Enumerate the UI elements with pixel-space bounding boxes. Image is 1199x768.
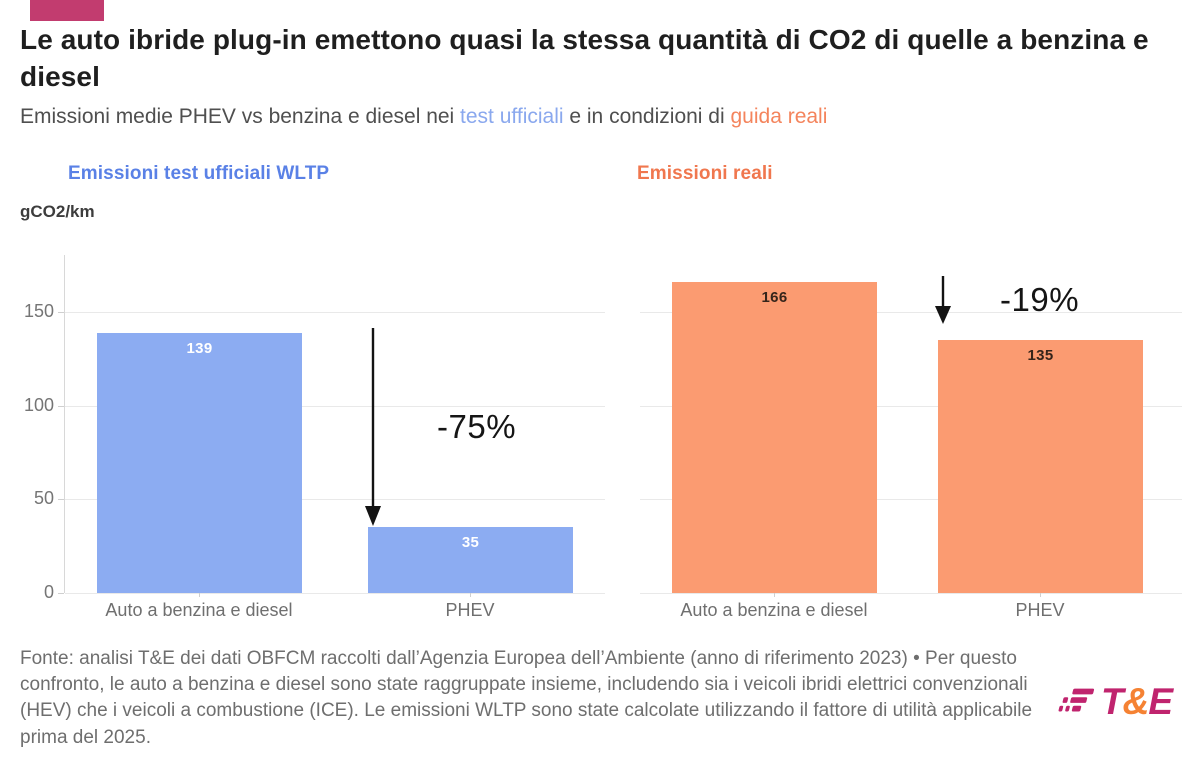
y-axis-tick [58, 499, 64, 501]
chart-subtitle: Emissioni medie PHEV vs benzina e diesel… [20, 105, 1180, 129]
bar-reali-phev: 135 [938, 340, 1143, 593]
speed-lines-icon [1058, 688, 1095, 712]
gridline [65, 499, 605, 501]
chart-title: Le auto ibride plug-in emettono quasi la… [20, 24, 1149, 93]
y-tick-label: 0 [43, 582, 54, 602]
subtitle-official-highlight: test ufficiali [460, 105, 564, 128]
subtitle-text: e in condizioni di [563, 105, 731, 128]
bar-value-label: 139 [186, 339, 213, 357]
x-axis-tick [774, 593, 775, 597]
bar-reali-benzina-diesel: 166 [672, 282, 877, 593]
category-label: Auto a benzina e diesel [105, 600, 293, 620]
y-tick-label: 150 [23, 301, 54, 322]
bar-value-label: 135 [1027, 347, 1054, 365]
gridline [65, 593, 605, 594]
category-label: Auto a benzina e diesel [680, 600, 868, 620]
panel-title-wltp: Emissioni test ufficiali WLTP [68, 163, 330, 184]
y-axis-tick [58, 593, 64, 594]
x-axis-tick [470, 593, 471, 597]
subtitle-text: Emissioni medie PHEV vs benzina e diesel… [20, 105, 461, 128]
logo-letter-e: E [1148, 680, 1173, 722]
bar-value-label: 35 [461, 534, 480, 552]
x-axis-tick [199, 593, 200, 597]
kicker-bar [30, 0, 104, 21]
gridline [65, 312, 605, 314]
percent-change-label-reali: -19% [1000, 281, 1080, 318]
bar-wltp-benzina-diesel: 139 [97, 332, 302, 593]
y-axis-tick [58, 405, 64, 407]
decrease-arrow-icon [365, 328, 381, 526]
y-tick-label: 100 [23, 394, 54, 415]
bar-wltp-phev: 35 [368, 527, 573, 593]
bar-value-label: 166 [761, 289, 788, 307]
percent-change-label-wltp: -75% [437, 408, 517, 445]
footer-source: Fonte: analisi T&E dei dati OBFCM raccol… [20, 648, 1033, 748]
decrease-arrow-icon [935, 276, 951, 324]
panel-title-real: Emissioni reali [637, 163, 773, 184]
category-label: PHEV [445, 600, 495, 620]
subtitle-real-highlight: guida reali [730, 105, 828, 128]
gridline [640, 405, 1182, 407]
y-axis-tick [58, 312, 64, 314]
te-logo-text: T&E [1101, 680, 1173, 722]
y-axis-unit-label: gCO2/km [20, 202, 95, 221]
te-logo: T&E [1058, 676, 1190, 726]
gridline [640, 593, 1182, 594]
logo-ampersand: & [1122, 680, 1150, 722]
x-axis-tick [1040, 593, 1041, 597]
gridline [65, 405, 605, 407]
y-tick-label: 50 [33, 488, 54, 509]
gridline [640, 499, 1182, 501]
gridline [640, 312, 1182, 314]
logo-letter-t: T [1101, 680, 1124, 722]
category-label: PHEV [1015, 600, 1065, 620]
y-axis-line [64, 255, 65, 593]
